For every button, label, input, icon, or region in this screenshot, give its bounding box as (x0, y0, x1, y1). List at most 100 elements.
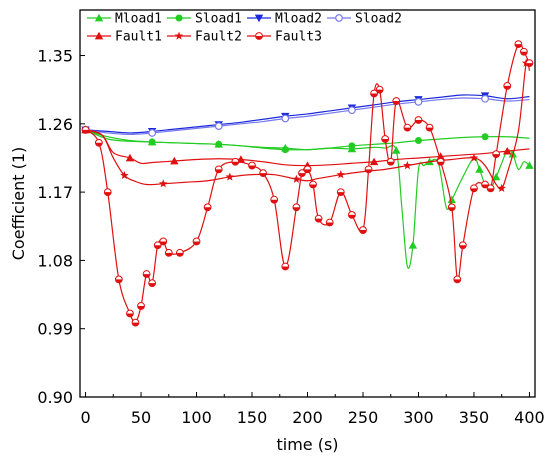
series-line-sload1 (85, 129, 530, 151)
data-point-legend-fault3 (255, 32, 263, 40)
x-tick-label: 350 (459, 408, 490, 427)
data-point-fault2 (403, 161, 412, 170)
legend-label-fault2: Fault2 (195, 30, 242, 45)
data-point-fault3 (403, 123, 412, 132)
data-point-sload2 (414, 97, 423, 106)
data-point-fault3 (375, 85, 384, 94)
data-point-legend-mload2 (254, 14, 264, 23)
legend-label-mload2: Mload2 (275, 12, 322, 27)
data-point-fault3 (231, 157, 240, 166)
data-point-sload2 (281, 114, 290, 123)
legend-label-sload2: Sload2 (355, 12, 402, 27)
y-tick-label: 0.90 (37, 388, 73, 407)
data-point-sload2 (481, 94, 489, 103)
plot-frame (79, 9, 536, 398)
legend-group: Mload1 Sload1 Mload2 Sload2 Fault1 Fault2 Faul… (87, 12, 402, 45)
data-point-fault3 (114, 275, 123, 284)
data-point-fault3 (292, 203, 301, 212)
x-axis-label: time (s) (276, 435, 338, 454)
data-point-sload1 (414, 137, 422, 145)
data-point-fault2 (120, 170, 129, 180)
data-point-legend-mload1 (94, 13, 104, 22)
data-point-fault2 (225, 172, 235, 181)
data-point-fault3 (447, 203, 456, 212)
data-point-fault3 (470, 184, 478, 193)
data-point-fault3 (514, 40, 523, 49)
data-point-mload1 (491, 172, 501, 181)
data-point-fault1 (170, 156, 179, 165)
data-point-fault3 (520, 47, 528, 56)
data-point-fault3 (259, 169, 268, 178)
data-point-legend-fault1 (94, 31, 104, 40)
data-point-fault3 (525, 59, 534, 68)
data-point-mload1 (525, 161, 534, 169)
y-tick-label: 1.35 (37, 47, 73, 66)
data-point-fault2 (469, 153, 479, 162)
data-point-sload1 (281, 146, 289, 154)
legend-label-sload1: Sload1 (195, 12, 242, 27)
data-point-fault3 (159, 237, 168, 246)
data-point-legend-sload2 (335, 14, 343, 22)
y-tick-label: 1.17 (37, 183, 73, 202)
data-point-fault3 (492, 150, 501, 159)
data-point-fault3 (103, 188, 112, 197)
data-point-fault3 (370, 89, 378, 98)
data-point-fault3 (153, 241, 162, 250)
data-point-sload1 (348, 142, 356, 150)
data-point-fault3 (364, 165, 373, 174)
data-point-sload2 (148, 129, 157, 137)
y-tick-label: 0.99 (37, 320, 73, 339)
data-point-sload1 (481, 133, 489, 141)
data-point-fault3 (347, 210, 356, 219)
data-point-mload1 (475, 165, 484, 173)
x-tick-label: 150 (237, 408, 268, 427)
x-tick-label: 250 (348, 408, 379, 427)
data-point-fault2 (336, 170, 346, 179)
data-point-legend-sload1 (175, 14, 183, 22)
data-point-fault3 (298, 169, 306, 178)
data-point-fault3 (192, 237, 201, 246)
x-tick-label: 100 (181, 408, 212, 427)
legend-label-fault3: Fault3 (275, 30, 322, 45)
data-point-fault3 (325, 218, 334, 227)
data-point-fault1 (436, 152, 445, 160)
plot-group (81, 40, 534, 327)
data-point-fault2 (497, 183, 506, 192)
series-line-fault2 (85, 59, 531, 190)
data-point-fault3 (481, 180, 489, 189)
x-tick-label: 300 (403, 408, 434, 427)
data-point-fault3 (386, 157, 395, 166)
series-line-fault1 (85, 129, 530, 167)
data-point-fault1 (125, 153, 135, 162)
data-point-fault3 (81, 125, 90, 134)
data-point-fault2 (292, 174, 301, 183)
data-point-mload1 (408, 241, 418, 249)
data-point-fault3 (131, 318, 140, 327)
x-tick-label: 0 (80, 408, 90, 427)
data-point-fault2 (158, 179, 168, 188)
data-point-fault3 (392, 97, 401, 105)
data-point-sload2 (347, 106, 356, 115)
data-point-fault3 (381, 135, 390, 143)
data-point-fault3 (270, 195, 279, 204)
data-point-fault3 (142, 270, 151, 278)
data-point-fault3 (414, 116, 423, 124)
data-point-fault3 (425, 123, 434, 132)
data-point-fault3 (359, 226, 367, 234)
y-axis-label: Coefficient (1) (9, 147, 28, 261)
data-point-fault3 (309, 180, 317, 189)
data-point-fault1 (503, 146, 512, 155)
y-tick-label: 1.08 (37, 251, 73, 270)
data-point-fault3 (203, 203, 212, 212)
x-tick-label: 200 (292, 408, 323, 427)
tick-group: 0 50 100 150 200 250 300 350 400 0.90 0.99 1.08 1.17… (37, 47, 544, 427)
data-point-fault3 (137, 302, 145, 310)
data-point-fault3 (453, 275, 462, 284)
data-point-fault3 (436, 157, 445, 166)
data-point-sload1 (148, 138, 156, 146)
data-point-fault3 (458, 241, 467, 250)
data-point-mload1 (447, 195, 456, 204)
series-line-mload2 (85, 94, 530, 134)
data-point-fault3 (303, 165, 312, 174)
data-point-fault3 (214, 165, 223, 174)
